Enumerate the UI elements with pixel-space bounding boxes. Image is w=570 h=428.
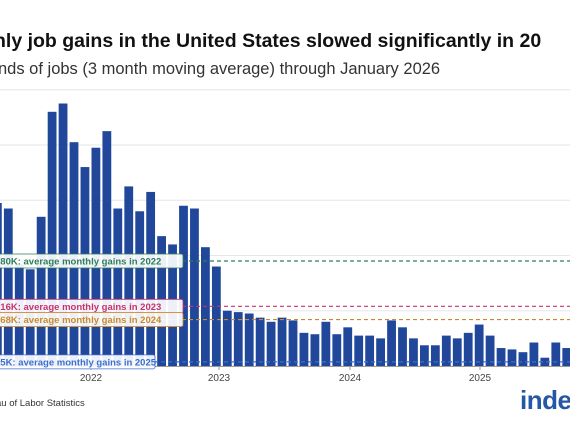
bar xyxy=(507,349,517,366)
bar xyxy=(420,345,429,366)
bar xyxy=(485,335,495,366)
bar xyxy=(266,321,276,366)
bar xyxy=(496,348,506,366)
chart-title: nly job gains in the United States slowe… xyxy=(0,30,542,52)
bar xyxy=(529,342,539,366)
bar xyxy=(222,310,232,366)
bar xyxy=(463,332,473,366)
bar xyxy=(310,334,320,366)
reference-label-box xyxy=(0,253,184,269)
bar xyxy=(113,208,123,366)
bar xyxy=(387,320,396,366)
reference-label-box xyxy=(0,354,156,370)
bar xyxy=(47,111,57,366)
bar xyxy=(398,327,407,366)
brand-logo: inde xyxy=(520,385,570,415)
bar xyxy=(441,335,451,366)
bar xyxy=(233,312,243,366)
bar xyxy=(3,208,13,366)
x-tick-label: 2025 xyxy=(469,373,492,384)
bar xyxy=(255,317,265,366)
bar xyxy=(244,313,254,366)
bar xyxy=(452,338,462,366)
bar xyxy=(0,202,2,366)
bar xyxy=(365,335,375,366)
bar xyxy=(518,352,528,366)
bar xyxy=(102,131,112,366)
source-note: au of Labor Statistics xyxy=(0,398,85,409)
bar xyxy=(299,332,309,366)
chart-subtitle: nds of jobs (3 month moving average) thr… xyxy=(0,60,441,78)
bar xyxy=(343,327,353,366)
reference-label: 15K: average monthly gains in 2025 xyxy=(0,357,157,368)
bar xyxy=(562,348,570,366)
bar xyxy=(288,320,298,366)
bar xyxy=(430,345,440,366)
reference-label: 216K: average monthly gains in 2023 xyxy=(0,302,161,313)
bar xyxy=(124,186,134,366)
x-tick-label: 2022 xyxy=(80,373,103,384)
bar xyxy=(474,324,484,366)
bar xyxy=(135,211,145,366)
bar xyxy=(551,342,561,366)
bar xyxy=(540,357,550,366)
bar xyxy=(321,321,331,366)
x-tick-label: 2023 xyxy=(208,373,231,384)
bar xyxy=(58,103,68,366)
bar xyxy=(376,338,385,366)
bar xyxy=(179,205,188,366)
bar xyxy=(332,334,342,366)
x-tick-label: 2024 xyxy=(339,373,362,384)
bar xyxy=(190,208,199,366)
reference-label: 380K: average monthly gains in 2022 xyxy=(0,257,161,268)
bar xyxy=(146,191,156,366)
bar xyxy=(409,338,418,366)
bar xyxy=(211,266,221,366)
bar xyxy=(277,317,287,366)
reference-label: 168K: average monthly gains in 2024 xyxy=(0,315,162,326)
bar xyxy=(354,335,364,366)
bar xyxy=(36,216,46,366)
reference-label-box xyxy=(0,312,184,327)
